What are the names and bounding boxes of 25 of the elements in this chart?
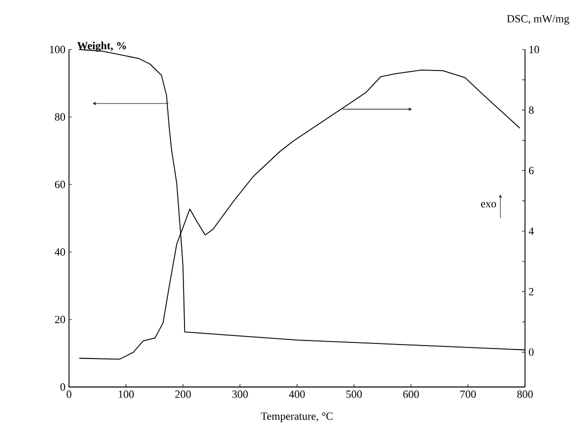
x-axis-title: Temperature, °C [261,412,333,422]
y-tick-label: 20 [55,316,66,324]
y-tick-label: 60 [54,180,66,188]
y-tick-label: 40 [54,248,66,256]
y2-tick-label: 4 [528,228,534,235]
y2-tick-label: 8 [528,106,534,114]
y-tick-label: 100 [50,46,66,54]
x-tick-label: 600 [403,390,419,398]
x-tick-label: 500 [346,390,362,398]
y-tick-label: 0 [60,383,66,391]
y2-axis-title: DSC, mW/mg [507,15,570,25]
y2-tick-label: 2 [529,288,534,296]
x-tick-label: 400 [289,390,305,398]
x-tick-label: 700 [460,390,476,398]
x-tick-label: 300 [232,390,248,398]
y2-tick-label: 0 [528,348,534,356]
y2-tick-label: 6 [528,166,534,174]
x-tick-label: 0 [66,390,72,398]
x-tick-label: 800 [517,390,533,398]
x-tick-label: 100 [118,390,134,398]
y-axis-title: Weight, % [77,42,126,52]
y2-tick-label: 10 [529,46,540,54]
y-tick-label: 80 [54,113,66,121]
x-tick-label: 200 [175,390,191,398]
annotation: exo [481,202,496,208]
